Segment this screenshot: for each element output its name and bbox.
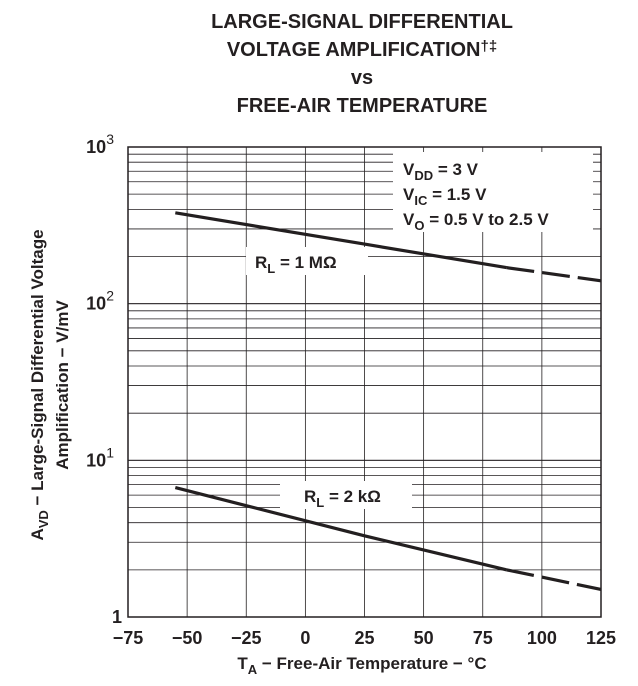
conditions-box bbox=[393, 152, 593, 232]
x-tick-label: 75 bbox=[473, 628, 493, 648]
condition-vo: VO = 0.5 V to 2.5 V bbox=[403, 210, 549, 233]
plot-frame bbox=[127, 146, 602, 618]
title-line-2: VOLTAGE AMPLIFICATION†‡ bbox=[0, 36, 638, 64]
y-axis-label-line-1: AVD − Large-Signal Differential Voltage bbox=[28, 229, 51, 540]
series-line-dashed-0 bbox=[506, 266, 602, 283]
x-tick-label: −50 bbox=[172, 628, 203, 648]
condition-vdd: VDD = 3 V bbox=[403, 160, 479, 183]
conditions: VDD = 3 V VIC = 1.5 V VO = 0.5 V to 2.5 … bbox=[403, 160, 549, 233]
x-tick-label: 25 bbox=[354, 628, 374, 648]
title-footnote-marks: †‡ bbox=[480, 38, 498, 55]
chart-title: LARGE-SIGNAL DIFFERENTIAL VOLTAGE AMPLIF… bbox=[0, 8, 638, 120]
y-axis-label: AVD − Large-Signal Differential Voltage … bbox=[28, 229, 72, 540]
x-tick-label: 50 bbox=[414, 628, 434, 648]
x-tick-label: 125 bbox=[586, 628, 616, 648]
series-label-bg-2k bbox=[280, 481, 412, 509]
series bbox=[174, 211, 602, 591]
y-tick-label: 1 bbox=[112, 607, 122, 627]
title-line-2-text: VOLTAGE AMPLIFICATION bbox=[226, 39, 481, 61]
y-tick-label: 103 bbox=[86, 131, 114, 157]
y-tick-label: 102 bbox=[86, 288, 114, 314]
series-label-2k: RL = 2 kΩ bbox=[304, 487, 381, 510]
x-tick-labels: −75 −50 −25 0 25 50 75 100 125 bbox=[113, 628, 616, 648]
x-axis-label: TA − Free-Air Temperature − °C bbox=[237, 654, 486, 677]
y-tick-labels: 1 101 102 103 bbox=[86, 131, 122, 627]
y-axis-label-line-2: Amplification − V/mV bbox=[53, 300, 72, 470]
x-tick-label: −75 bbox=[113, 628, 144, 648]
series-label-1m: RL = 1 MΩ bbox=[255, 253, 337, 276]
title-line-3: vs bbox=[350, 67, 374, 89]
condition-vic: VIC = 1.5 V bbox=[403, 185, 487, 208]
series-line-solid-0 bbox=[175, 211, 507, 270]
title-line-1: LARGE-SIGNAL DIFFERENTIAL bbox=[211, 11, 513, 33]
series-line-dashed-1 bbox=[506, 568, 602, 591]
x-tick-label: 0 bbox=[300, 628, 310, 648]
x-tick-label: 100 bbox=[527, 628, 557, 648]
title-line-4: FREE-AIR TEMPERATURE bbox=[236, 95, 488, 117]
y-tick-label: 101 bbox=[86, 444, 114, 470]
series-label-bg-1m bbox=[246, 247, 368, 275]
x-tick-label: −25 bbox=[231, 628, 262, 648]
series-line-solid-1 bbox=[174, 486, 507, 572]
